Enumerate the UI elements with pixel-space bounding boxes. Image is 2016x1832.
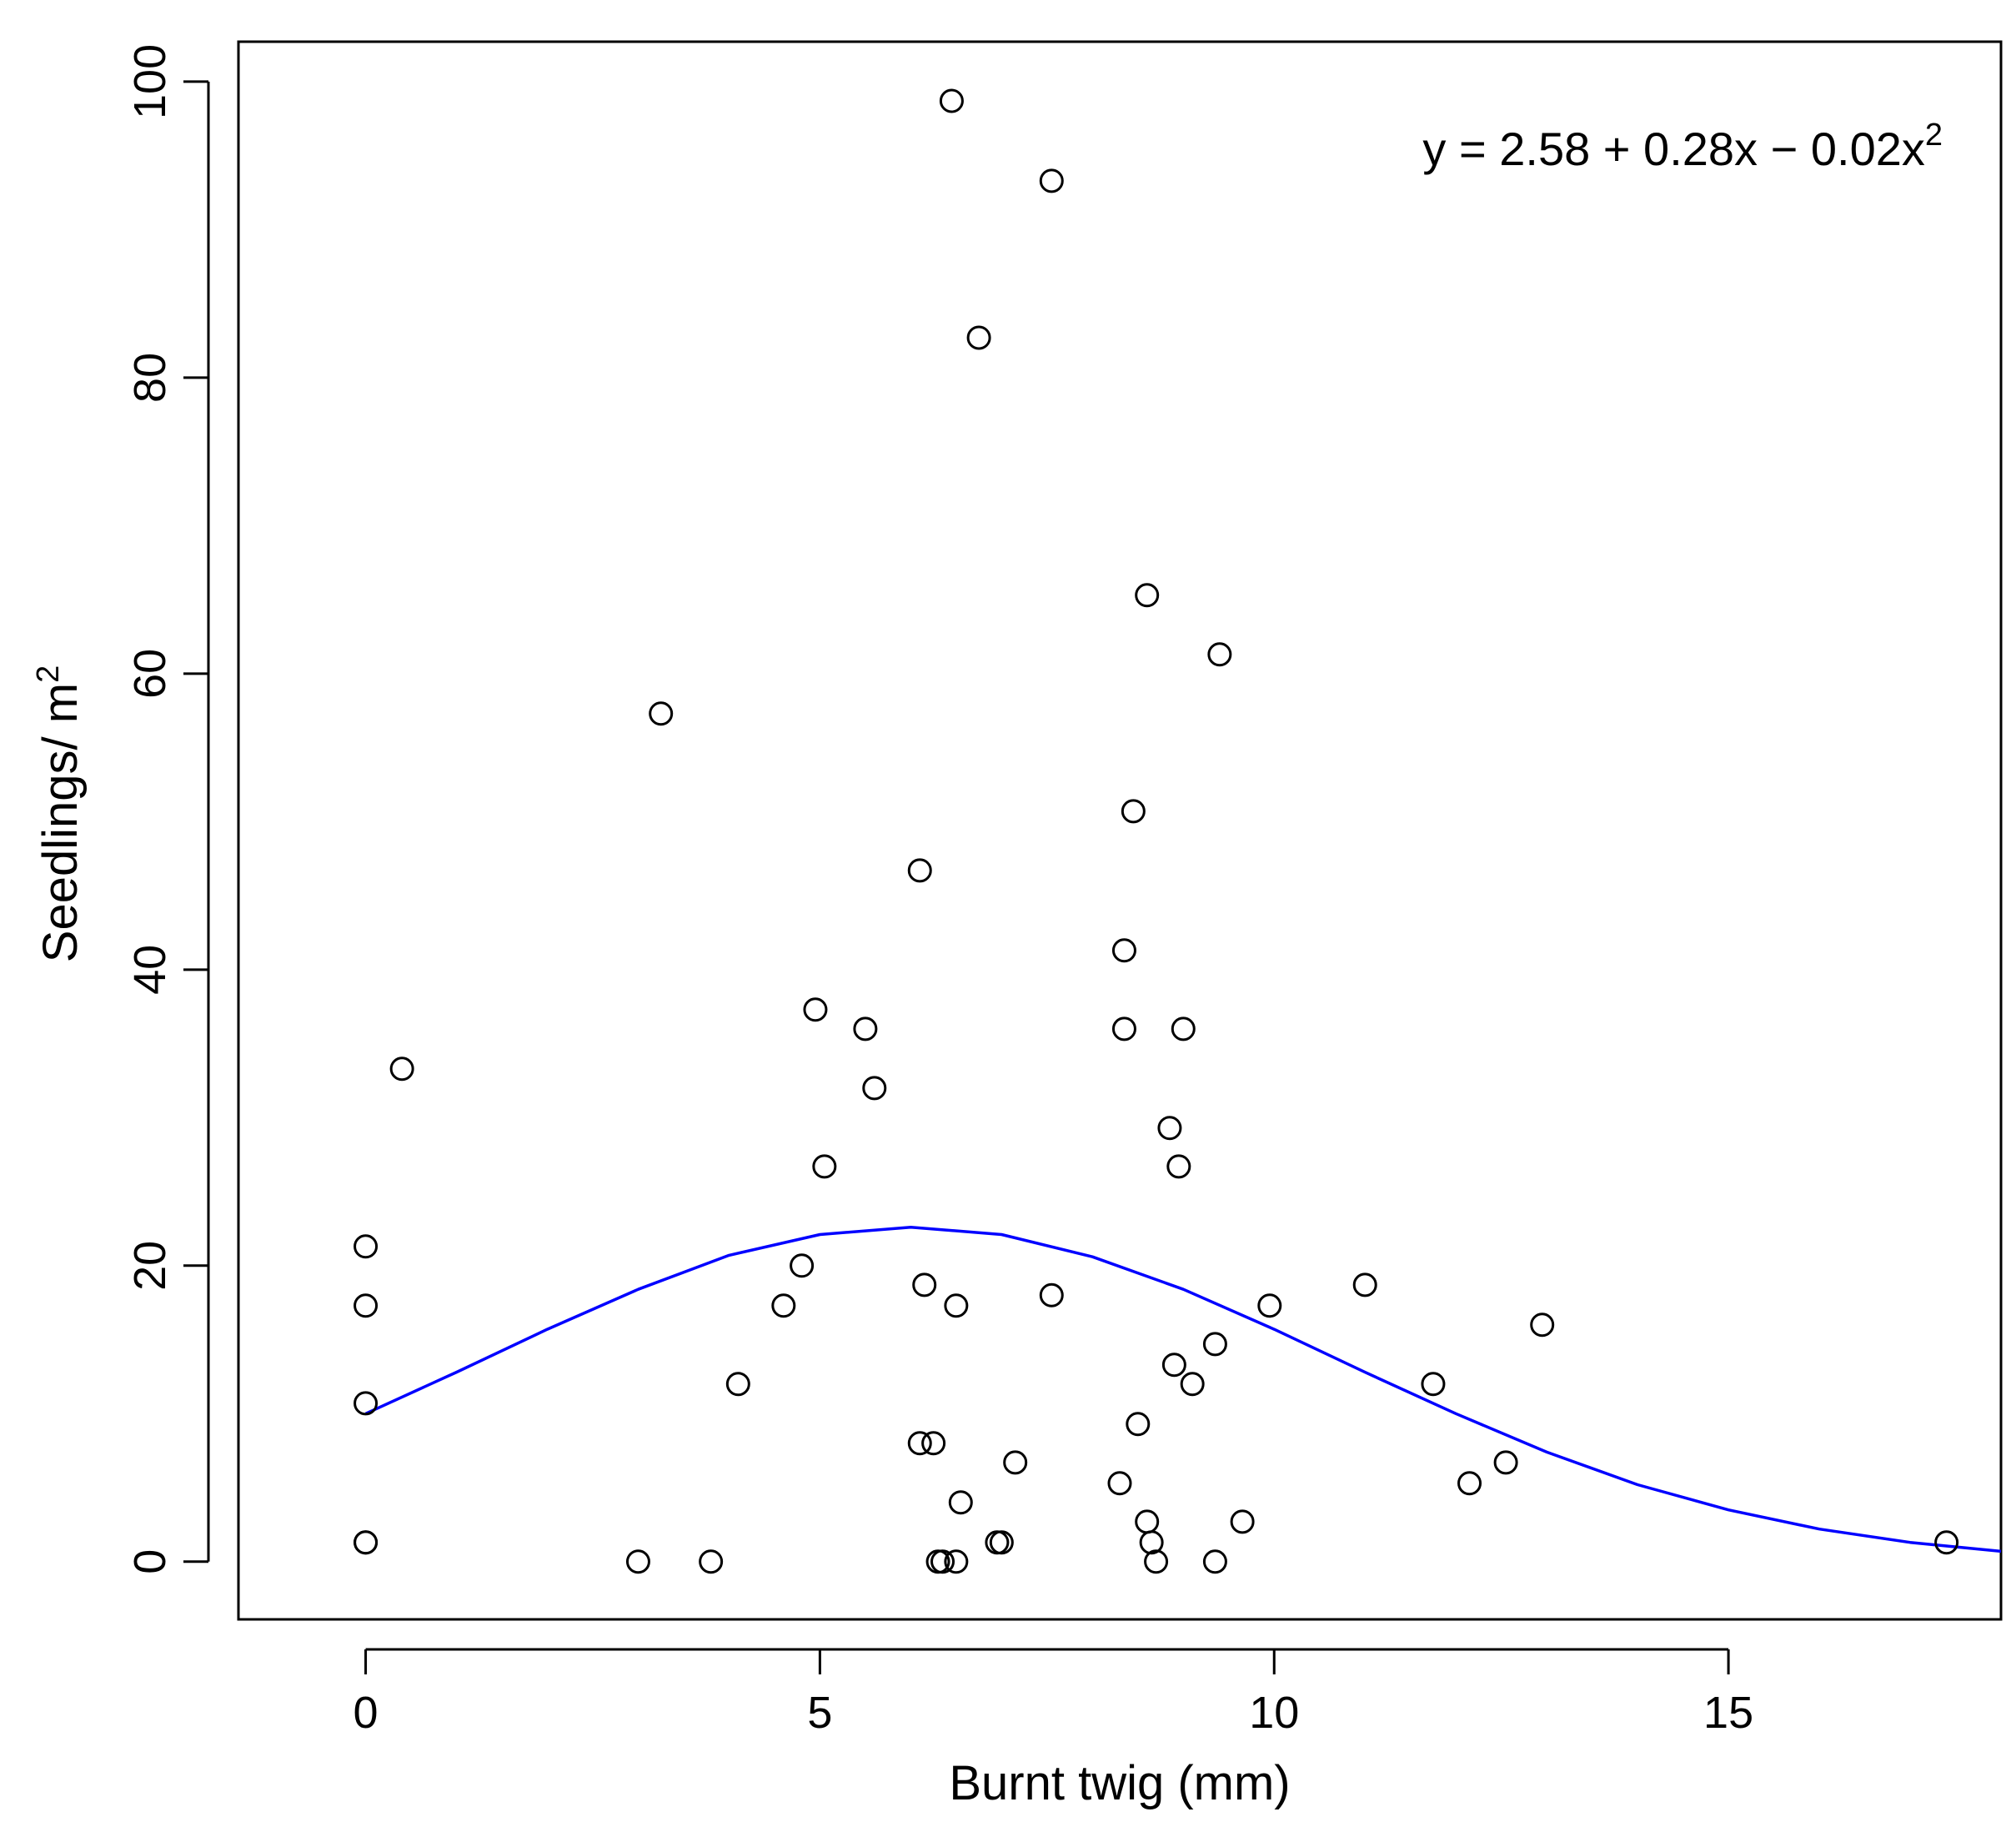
data-point xyxy=(1111,1016,1136,1041)
equation-annotation: y = 2.58 + 0.28x − 0.02x2 xyxy=(1422,118,1943,175)
data-point xyxy=(944,1549,969,1574)
y-axis-title-superscript: 2 xyxy=(31,665,66,683)
data-point xyxy=(699,1549,724,1574)
data-point xyxy=(939,88,964,113)
data-point xyxy=(989,1530,1014,1555)
data-point xyxy=(1039,1282,1064,1307)
data-point xyxy=(625,1549,650,1574)
data-point xyxy=(354,1293,379,1318)
y-tick-label: 0 xyxy=(125,1549,175,1574)
x-axis-title: Burnt twig (mm) xyxy=(949,1756,1290,1810)
plot-frame xyxy=(237,40,2003,1621)
data-point xyxy=(1421,1372,1446,1397)
data-point xyxy=(907,1431,932,1456)
data-point xyxy=(1457,1471,1482,1496)
y-tick-label: 60 xyxy=(125,649,175,699)
data-point xyxy=(944,1293,969,1318)
data-point xyxy=(1003,1450,1028,1475)
y-tick-label: 20 xyxy=(125,1241,175,1291)
data-point xyxy=(1207,642,1232,667)
x-tick-label: 15 xyxy=(1703,1688,1753,1738)
data-point xyxy=(1157,1116,1182,1141)
data-point xyxy=(907,858,932,883)
y-tick-label: 100 xyxy=(125,44,175,119)
x-tick-label: 10 xyxy=(1249,1688,1299,1738)
data-point xyxy=(1135,583,1160,608)
data-point xyxy=(1144,1549,1169,1574)
data-point xyxy=(1352,1272,1377,1297)
data-point xyxy=(649,701,674,726)
data-point xyxy=(985,1530,1010,1555)
x-tick-label: 0 xyxy=(354,1688,379,1738)
data-point xyxy=(1202,1332,1227,1357)
data-point xyxy=(1493,1450,1518,1475)
x-tick-label: 5 xyxy=(807,1688,832,1738)
data-point xyxy=(1202,1549,1227,1574)
data-point xyxy=(862,1076,887,1101)
data-point xyxy=(354,1234,379,1259)
equation-superscript: 2 xyxy=(1925,118,1943,153)
y-tick-label: 40 xyxy=(125,945,175,995)
data-point xyxy=(1111,938,1136,963)
data-point xyxy=(1530,1313,1555,1338)
data-point xyxy=(948,1490,973,1515)
data-point xyxy=(771,1293,796,1318)
y-axis-title: Seedlings/ m2 xyxy=(31,665,88,962)
data-point xyxy=(1039,168,1064,193)
data-point xyxy=(354,1391,379,1416)
data-point xyxy=(921,1431,946,1456)
y-tick-label: 80 xyxy=(125,353,175,403)
data-point xyxy=(1934,1530,1959,1555)
data-point xyxy=(966,325,991,350)
fitted-curve xyxy=(364,1225,2002,1553)
data-point xyxy=(812,1154,837,1179)
data-point xyxy=(1257,1293,1282,1318)
data-point xyxy=(1171,1016,1196,1041)
data-point xyxy=(1139,1530,1164,1555)
data-point xyxy=(853,1016,878,1041)
data-point xyxy=(389,1057,414,1082)
data-point xyxy=(1135,1509,1160,1534)
data-point xyxy=(1161,1353,1186,1378)
data-point xyxy=(1230,1509,1255,1534)
data-point xyxy=(1180,1372,1205,1397)
data-point xyxy=(912,1272,937,1297)
data-point xyxy=(725,1372,750,1397)
data-point xyxy=(790,1253,815,1278)
data-point xyxy=(1121,799,1146,824)
data-point xyxy=(354,1530,379,1555)
data-point xyxy=(1107,1471,1132,1496)
data-point xyxy=(1126,1412,1151,1437)
data-point xyxy=(803,997,828,1022)
data-point xyxy=(1166,1154,1191,1179)
data-point xyxy=(930,1549,955,1574)
